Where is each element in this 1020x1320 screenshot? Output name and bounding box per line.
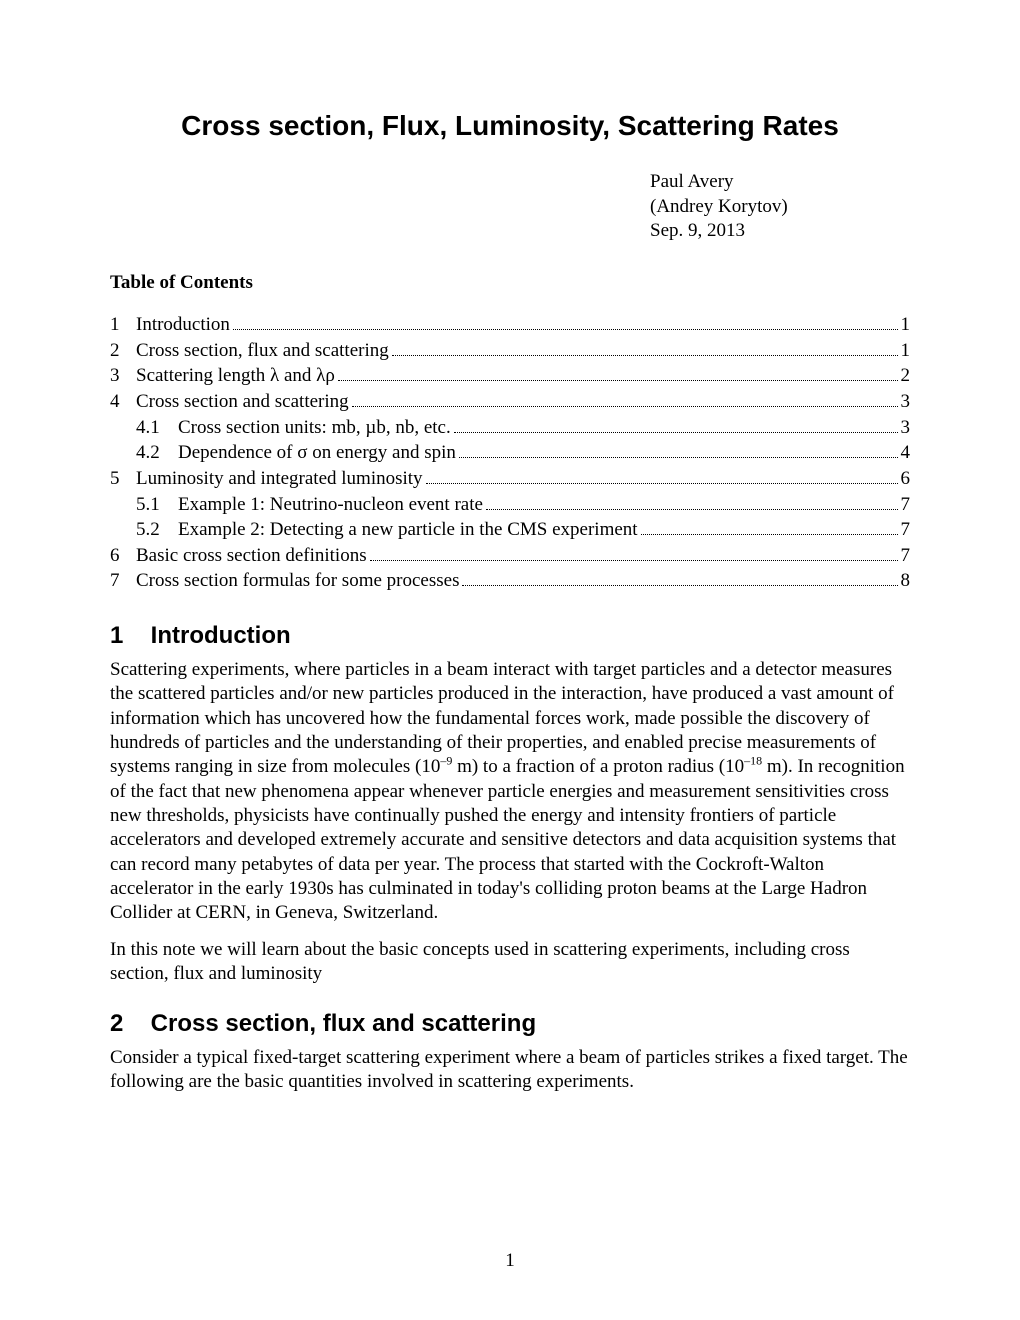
toc-entry-title: Luminosity and integrated luminosity — [136, 466, 423, 492]
paragraph: Consider a typical fixed-target scatteri… — [110, 1046, 910, 1095]
toc-entry-title: Cross section and scattering — [136, 389, 349, 415]
toc-entry-title: Cross section, flux and scattering — [136, 338, 389, 364]
toc-leader-dots — [641, 534, 898, 535]
toc-entry: 5 Luminosity and integrated luminosity 6 — [110, 466, 910, 492]
superscript: –9 — [440, 754, 452, 768]
author-name: Paul Avery — [650, 170, 910, 195]
paragraph: Scattering experiments, where particles … — [110, 658, 910, 925]
toc-entry-number: 4 — [110, 389, 136, 415]
toc-leader-dots — [454, 432, 898, 433]
toc-entry: 6 Basic cross section definitions 7 — [110, 543, 910, 569]
paragraph-text: m). In recognition of the fact that new … — [110, 756, 905, 923]
document-date: Sep. 9, 2013 — [650, 219, 910, 244]
section-heading: 2 Cross section, flux and scattering — [110, 1010, 910, 1038]
toc-leader-dots — [233, 329, 898, 330]
toc-leader-dots — [370, 560, 898, 561]
section-title: Introduction — [151, 622, 291, 649]
toc-leader-dots — [462, 585, 897, 586]
toc-entry-title: Example 1: Neutrino-nucleon event rate — [178, 492, 483, 518]
toc-entry-title: Cross section units: mb, µb, nb, etc. — [178, 415, 451, 441]
author-name-secondary: (Andrey Korytov) — [650, 195, 910, 220]
table-of-contents: 1 Introduction 1 2 Cross section, flux a… — [110, 312, 910, 594]
toc-entry-number: 5.1 — [136, 492, 178, 518]
toc-entry: 5.1 Example 1: Neutrino-nucleon event ra… — [110, 492, 910, 518]
toc-entry-page: 3 — [901, 389, 911, 415]
toc-entry-page: 7 — [901, 517, 911, 543]
toc-entry-page: 7 — [901, 543, 911, 569]
toc-entry-number: 5.2 — [136, 517, 178, 543]
section-title: Cross section, flux and scattering — [151, 1010, 536, 1037]
toc-heading: Table of Contents — [110, 272, 910, 294]
toc-entry-page: 4 — [901, 440, 911, 466]
toc-entry-number: 7 — [110, 568, 136, 594]
document-title: Cross section, Flux, Luminosity, Scatter… — [110, 110, 910, 142]
toc-leader-dots — [338, 380, 898, 381]
toc-leader-dots — [352, 406, 898, 407]
toc-entry-title: Basic cross section definitions — [136, 543, 367, 569]
toc-entry-page: 2 — [901, 363, 911, 389]
toc-entry: 1 Introduction 1 — [110, 312, 910, 338]
page-number: 1 — [0, 1250, 1020, 1272]
toc-entry-title: Scattering length λ and λρ — [136, 363, 335, 389]
section-heading: 1 Introduction — [110, 622, 910, 650]
toc-entry-number: 2 — [110, 338, 136, 364]
paragraph: In this note we will learn about the bas… — [110, 938, 910, 987]
toc-entry-page: 7 — [901, 492, 911, 518]
toc-leader-dots — [426, 483, 898, 484]
toc-entry-number: 6 — [110, 543, 136, 569]
toc-entry-page: 8 — [901, 568, 911, 594]
toc-entry-title: Introduction — [136, 312, 230, 338]
toc-leader-dots — [486, 509, 898, 510]
superscript: –18 — [744, 754, 762, 768]
toc-entry: 7 Cross section formulas for some proces… — [110, 568, 910, 594]
toc-entry: 5.2 Example 2: Detecting a new particle … — [110, 517, 910, 543]
toc-entry-title: Cross section formulas for some processe… — [136, 568, 459, 594]
toc-leader-dots — [459, 457, 898, 458]
toc-entry-title: Dependence of σ on energy and spin — [178, 440, 456, 466]
toc-entry-page: 1 — [901, 312, 911, 338]
toc-entry: 3 Scattering length λ and λρ 2 — [110, 363, 910, 389]
toc-entry: 4 Cross section and scattering 3 — [110, 389, 910, 415]
toc-entry-number: 3 — [110, 363, 136, 389]
toc-entry-title: Example 2: Detecting a new particle in t… — [178, 517, 638, 543]
section-number: 2 — [110, 1010, 144, 1038]
toc-entry: 2 Cross section, flux and scattering 1 — [110, 338, 910, 364]
section-number: 1 — [110, 622, 144, 650]
toc-entry-page: 3 — [901, 415, 911, 441]
author-block: Paul Avery (Andrey Korytov) Sep. 9, 2013 — [650, 170, 910, 244]
toc-entry: 4.1 Cross section units: mb, µb, nb, etc… — [110, 415, 910, 441]
toc-leader-dots — [392, 355, 898, 356]
toc-entry-page: 6 — [901, 466, 911, 492]
toc-entry-number: 5 — [110, 466, 136, 492]
toc-entry-number: 1 — [110, 312, 136, 338]
paragraph-text: m) to a fraction of a proton radius (10 — [452, 756, 744, 777]
toc-entry-page: 1 — [901, 338, 911, 364]
toc-entry-number: 4.2 — [136, 440, 178, 466]
toc-entry: 4.2 Dependence of σ on energy and spin 4 — [110, 440, 910, 466]
toc-entry-number: 4.1 — [136, 415, 178, 441]
